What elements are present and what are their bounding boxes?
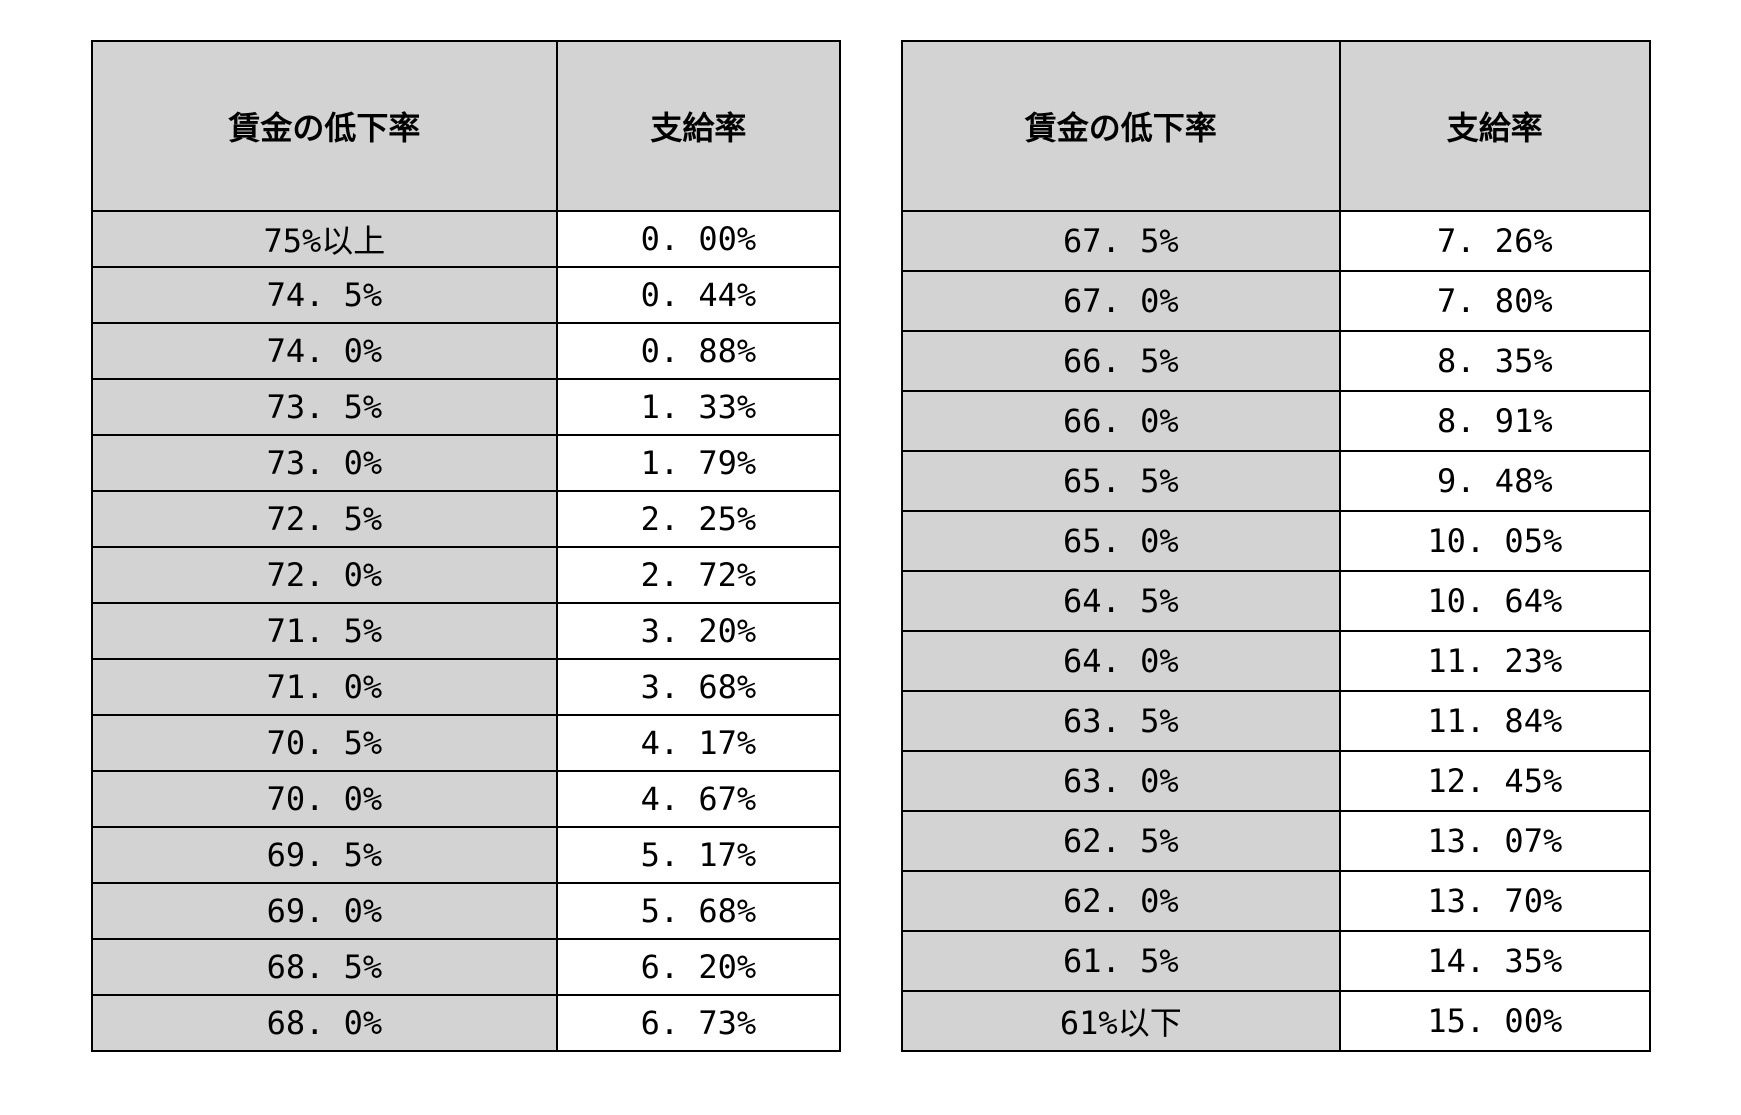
table-row: 66. 5%8. 35% bbox=[902, 331, 1650, 391]
wage-rate-cell: 66. 0% bbox=[902, 391, 1341, 451]
payment-rate-cell: 0. 00% bbox=[557, 211, 839, 267]
table-row: 66. 0%8. 91% bbox=[902, 391, 1650, 451]
table-row: 61. 5%14. 35% bbox=[902, 931, 1650, 991]
table-row: 70. 5%4. 17% bbox=[92, 715, 840, 771]
payment-rate-cell: 13. 70% bbox=[1340, 871, 1649, 931]
payment-rate-cell: 6. 73% bbox=[557, 995, 839, 1051]
payment-rate-cell: 1. 33% bbox=[557, 379, 839, 435]
wage-rate-cell: 69. 5% bbox=[92, 827, 558, 883]
table-row: 69. 5%5. 17% bbox=[92, 827, 840, 883]
payment-rate-cell: 0. 88% bbox=[557, 323, 839, 379]
payment-rate-cell: 8. 35% bbox=[1340, 331, 1649, 391]
table-row: 74. 0%0. 88% bbox=[92, 323, 840, 379]
payment-rate-cell: 2. 72% bbox=[557, 547, 839, 603]
table-row: 75%以上0. 00% bbox=[92, 211, 840, 267]
table-row: 65. 5%9. 48% bbox=[902, 451, 1650, 511]
table-row: 71. 5%3. 20% bbox=[92, 603, 840, 659]
table-row: 64. 0%11. 23% bbox=[902, 631, 1650, 691]
wage-rate-cell: 73. 0% bbox=[92, 435, 558, 491]
table-row: 64. 5%10. 64% bbox=[902, 571, 1650, 631]
payment-rate-cell: 10. 05% bbox=[1340, 511, 1649, 571]
right-table: 賃金の低下率 支給率 67. 5%7. 26%67. 0%7. 80%66. 5… bbox=[901, 40, 1651, 1052]
payment-rate-cell: 11. 23% bbox=[1340, 631, 1649, 691]
wage-rate-cell: 67. 0% bbox=[902, 271, 1341, 331]
table-row: 74. 5%0. 44% bbox=[92, 267, 840, 323]
wage-rate-cell: 64. 5% bbox=[902, 571, 1341, 631]
wage-rate-cell: 66. 5% bbox=[902, 331, 1341, 391]
wage-rate-cell: 71. 0% bbox=[92, 659, 558, 715]
table-row: 72. 0%2. 72% bbox=[92, 547, 840, 603]
table-row: 73. 5%1. 33% bbox=[92, 379, 840, 435]
table-header-row: 賃金の低下率 支給率 bbox=[92, 41, 840, 211]
wage-rate-cell: 63. 5% bbox=[902, 691, 1341, 751]
payment-rate-cell: 2. 25% bbox=[557, 491, 839, 547]
payment-rate-cell: 9. 48% bbox=[1340, 451, 1649, 511]
wage-rate-cell: 70. 0% bbox=[92, 771, 558, 827]
payment-rate-cell: 6. 20% bbox=[557, 939, 839, 995]
wage-rate-cell: 65. 5% bbox=[902, 451, 1341, 511]
wage-rate-cell: 70. 5% bbox=[92, 715, 558, 771]
wage-rate-cell: 74. 0% bbox=[92, 323, 558, 379]
wage-rate-cell: 61%以下 bbox=[902, 991, 1341, 1051]
wage-rate-cell: 75%以上 bbox=[92, 211, 558, 267]
table-row: 68. 0%6. 73% bbox=[92, 995, 840, 1051]
payment-rate-cell: 7. 26% bbox=[1340, 211, 1649, 271]
wage-rate-cell: 69. 0% bbox=[92, 883, 558, 939]
table-row: 70. 0%4. 67% bbox=[92, 771, 840, 827]
table-row: 61%以下15. 00% bbox=[902, 991, 1650, 1051]
payment-rate-cell: 11. 84% bbox=[1340, 691, 1649, 751]
table-row: 73. 0%1. 79% bbox=[92, 435, 840, 491]
payment-rate-cell: 1. 79% bbox=[557, 435, 839, 491]
payment-rate-cell: 5. 17% bbox=[557, 827, 839, 883]
left-table: 賃金の低下率 支給率 75%以上0. 00%74. 5%0. 44%74. 0%… bbox=[91, 40, 841, 1052]
payment-rate-cell: 15. 00% bbox=[1340, 991, 1649, 1051]
payment-rate-cell: 12. 45% bbox=[1340, 751, 1649, 811]
payment-rate-cell: 3. 68% bbox=[557, 659, 839, 715]
table-row: 72. 5%2. 25% bbox=[92, 491, 840, 547]
left-table-body: 75%以上0. 00%74. 5%0. 44%74. 0%0. 88%73. 5… bbox=[92, 211, 840, 1051]
table-row: 63. 0%12. 45% bbox=[902, 751, 1650, 811]
wage-rate-cell: 72. 5% bbox=[92, 491, 558, 547]
wage-rate-cell: 61. 5% bbox=[902, 931, 1341, 991]
table-row: 62. 5%13. 07% bbox=[902, 811, 1650, 871]
table-row: 63. 5%11. 84% bbox=[902, 691, 1650, 751]
payment-rate-cell: 5. 68% bbox=[557, 883, 839, 939]
wage-rate-cell: 64. 0% bbox=[902, 631, 1341, 691]
wage-rate-cell: 62. 0% bbox=[902, 871, 1341, 931]
payment-rate-cell: 0. 44% bbox=[557, 267, 839, 323]
payment-rate-cell: 8. 91% bbox=[1340, 391, 1649, 451]
wage-rate-cell: 68. 5% bbox=[92, 939, 558, 995]
table-row: 69. 0%5. 68% bbox=[92, 883, 840, 939]
table-row: 65. 0%10. 05% bbox=[902, 511, 1650, 571]
header-payment-rate: 支給率 bbox=[557, 41, 839, 211]
payment-rate-cell: 4. 17% bbox=[557, 715, 839, 771]
wage-rate-cell: 63. 0% bbox=[902, 751, 1341, 811]
header-wage-rate: 賃金の低下率 bbox=[902, 41, 1341, 211]
payment-rate-cell: 14. 35% bbox=[1340, 931, 1649, 991]
payment-rate-cell: 10. 64% bbox=[1340, 571, 1649, 631]
table-header-row: 賃金の低下率 支給率 bbox=[902, 41, 1650, 211]
payment-rate-cell: 7. 80% bbox=[1340, 271, 1649, 331]
wage-rate-cell: 62. 5% bbox=[902, 811, 1341, 871]
table-row: 62. 0%13. 70% bbox=[902, 871, 1650, 931]
wage-rate-cell: 72. 0% bbox=[92, 547, 558, 603]
wage-rate-cell: 71. 5% bbox=[92, 603, 558, 659]
table-row: 71. 0%3. 68% bbox=[92, 659, 840, 715]
table-row: 68. 5%6. 20% bbox=[92, 939, 840, 995]
header-payment-rate: 支給率 bbox=[1340, 41, 1649, 211]
table-row: 67. 0%7. 80% bbox=[902, 271, 1650, 331]
wage-rate-cell: 74. 5% bbox=[92, 267, 558, 323]
wage-rate-cell: 68. 0% bbox=[92, 995, 558, 1051]
payment-rate-cell: 13. 07% bbox=[1340, 811, 1649, 871]
wage-rate-cell: 65. 0% bbox=[902, 511, 1341, 571]
payment-rate-cell: 4. 67% bbox=[557, 771, 839, 827]
wage-rate-cell: 73. 5% bbox=[92, 379, 558, 435]
table-row: 67. 5%7. 26% bbox=[902, 211, 1650, 271]
right-table-body: 67. 5%7. 26%67. 0%7. 80%66. 5%8. 35%66. … bbox=[902, 211, 1650, 1051]
wage-rate-cell: 67. 5% bbox=[902, 211, 1341, 271]
payment-rate-cell: 3. 20% bbox=[557, 603, 839, 659]
header-wage-rate: 賃金の低下率 bbox=[92, 41, 558, 211]
